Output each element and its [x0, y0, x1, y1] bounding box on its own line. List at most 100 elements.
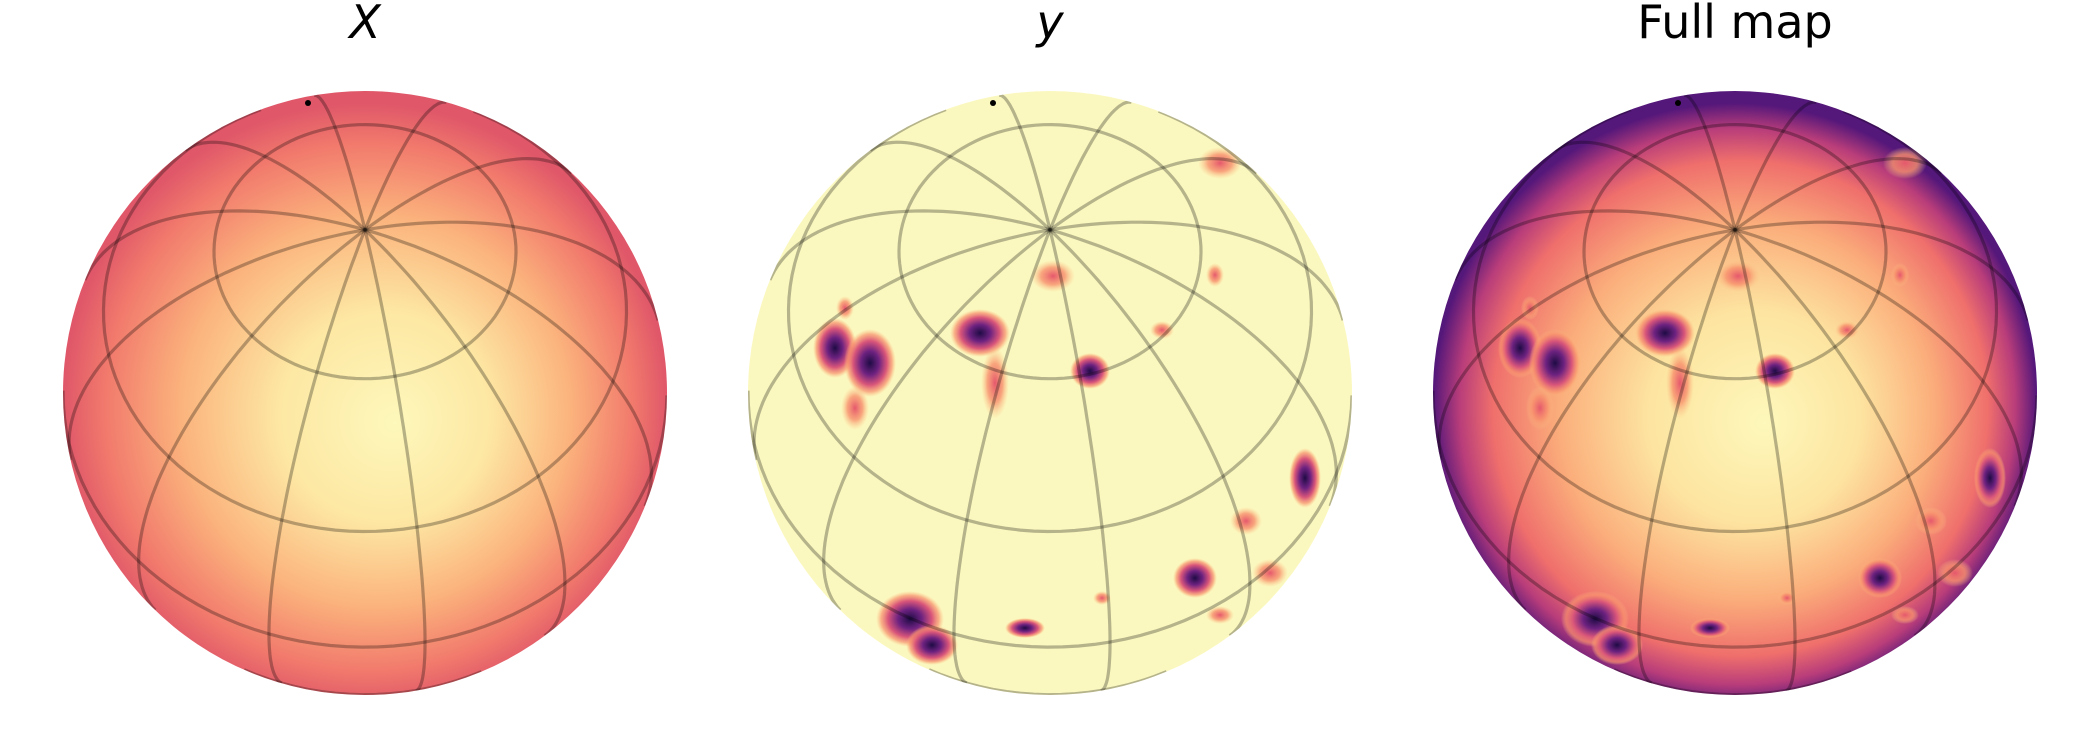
sphere-y-starspot — [1070, 353, 1110, 389]
sphere-x-latitude-line — [212, 122, 518, 381]
sphere-full-starspot — [1835, 321, 1859, 339]
sphere-y-starspot — [981, 347, 1009, 419]
sphere-x-meridian-line — [364, 228, 653, 507]
sphere-y-starspot — [836, 296, 854, 320]
sphere-full-disk — [1433, 91, 2037, 695]
sphere-full-starspot — [1529, 329, 1581, 397]
sphere-full-meridian-line — [1734, 220, 2030, 321]
sphere-full-starspot — [1891, 263, 1909, 287]
sphere-y-meridian-line — [768, 209, 1051, 281]
sphere-x-latitude-line — [63, 390, 667, 649]
sphere-y-latitude-line — [786, 108, 1314, 534]
sphere-x-meridian-line — [364, 156, 573, 232]
sphere-full-starspot — [1591, 625, 1643, 665]
sphere-y-meridian-line — [1048, 229, 1112, 693]
sphere-y-starspot — [906, 625, 958, 665]
sphere-full-starspot — [1891, 606, 1919, 624]
sphere-x-disk — [63, 91, 667, 695]
sphere-y-starspot — [1150, 321, 1174, 339]
sphere-y-latitude-line — [897, 122, 1203, 381]
sphere-full-starspot — [1937, 559, 1973, 587]
sphere-x-pole — [305, 100, 311, 106]
sphere-full-meridian-line — [1734, 228, 2023, 507]
sphere-y-meridian-line — [822, 228, 1051, 612]
sphere-full-starspot — [1974, 448, 2006, 508]
sphere-full-starspot — [1858, 558, 1902, 598]
sphere-full-meridian-line — [1637, 229, 1737, 685]
sphere-y-starspot — [1252, 559, 1288, 587]
sphere-x-meridian-line — [363, 229, 427, 693]
sphere-full-meridian-line — [1453, 209, 1736, 281]
sphere-full-meridian-line — [1733, 100, 1817, 231]
sphere-y-meridian-line — [752, 228, 1051, 461]
sphere-full-meridian-line — [1733, 229, 1797, 693]
sphere-x-meridian-line — [67, 228, 366, 461]
sphere-x-graticule — [63, 93, 667, 695]
sphere-y-starspot — [1173, 558, 1217, 598]
sphere-full-spots — [1498, 147, 2006, 665]
sphere-full-starspot — [1690, 618, 1730, 638]
sphere-full — [1433, 91, 2037, 695]
sphere-full-meridian-line — [1437, 228, 1736, 461]
sphere-y-starspot — [950, 309, 1010, 357]
sphere-full-pole — [1675, 100, 1681, 106]
sphere-y-meridian-line — [1049, 220, 1345, 321]
sphere-x-meridian-line — [267, 229, 367, 685]
sphere-x-meridian-line — [364, 220, 660, 321]
sphere-y-pole — [990, 100, 996, 106]
sphere-y-starspot — [844, 329, 896, 397]
sphere-full-latitude-line — [1471, 108, 1999, 534]
sphere-full-starspot — [1755, 353, 1795, 389]
sphere-full-starspot — [1635, 309, 1695, 357]
sphere-full-starspot — [1666, 347, 1694, 419]
sphere-y-meridian-line — [1049, 156, 1258, 232]
sphere-y-starspot — [1005, 618, 1045, 638]
sphere-y-starspot — [1031, 260, 1075, 292]
sphere-full-graticule — [1433, 93, 2037, 695]
sphere-y-starspot — [1093, 591, 1111, 605]
sphere-full-meridian-line — [1507, 228, 1736, 612]
sphere-x-meridian-line — [363, 100, 447, 231]
sphere-y-starspot — [1206, 263, 1224, 287]
panel-title-y: y — [1034, 0, 1064, 49]
sphere-y-meridian-line — [952, 229, 1052, 685]
sphere-full-meridian-line — [1554, 140, 1737, 231]
sphere-x-meridian-line — [184, 140, 367, 231]
sphere-y-meridian-line — [869, 140, 1052, 231]
sphere-full-starspot — [1778, 591, 1796, 605]
sphere-full-starspot — [1716, 260, 1760, 292]
sphere-y-graticule — [748, 93, 1352, 695]
sphere-full-meridian-line — [1734, 156, 1943, 232]
sphere-y-meridian-line — [1048, 100, 1132, 231]
sphere-y-starspot — [1289, 448, 1321, 508]
sphere-y-spots — [813, 147, 1321, 665]
sphere-y-latitude-line — [928, 668, 1168, 695]
sphere-x-latitude-line — [243, 668, 483, 695]
sphere-y-latitude-line — [748, 390, 1352, 649]
sphere-full-latitude-line — [1582, 122, 1888, 381]
sphere-x-latitude-line — [101, 108, 629, 534]
sphere-full-meridian-line — [1733, 228, 1937, 637]
sphere-y-meridian-line — [1049, 228, 1338, 507]
sphere-x-meridian-line — [363, 228, 567, 637]
sphere-y-starspot — [1198, 147, 1242, 179]
sphere-full-starspot — [1915, 507, 1947, 535]
sphere-y-starspot — [841, 386, 869, 430]
sphere-y-starspot — [1206, 606, 1234, 624]
sphere-y-meridian-line — [1048, 228, 1252, 637]
sphere-x-meridian-line — [314, 93, 367, 231]
sphere-y-meridian-line — [999, 93, 1052, 231]
sphere-full-meridian-line — [1684, 93, 1737, 231]
sphere-y-starspot — [1230, 507, 1262, 535]
sphere-x-meridian-line — [137, 228, 366, 612]
sphere-full-starspot — [1883, 147, 1927, 179]
panel-title-full-map: Full map — [1637, 0, 1832, 49]
panel-title-x: X — [347, 0, 382, 49]
sphere-full-latitude-line — [1433, 390, 2037, 649]
sphere-x — [63, 91, 667, 695]
sphere-full-starspot — [1521, 296, 1539, 320]
sphere-y-disk — [748, 91, 1352, 695]
sphere-y — [748, 91, 1352, 695]
sphere-full-latitude-line — [1613, 668, 1853, 695]
